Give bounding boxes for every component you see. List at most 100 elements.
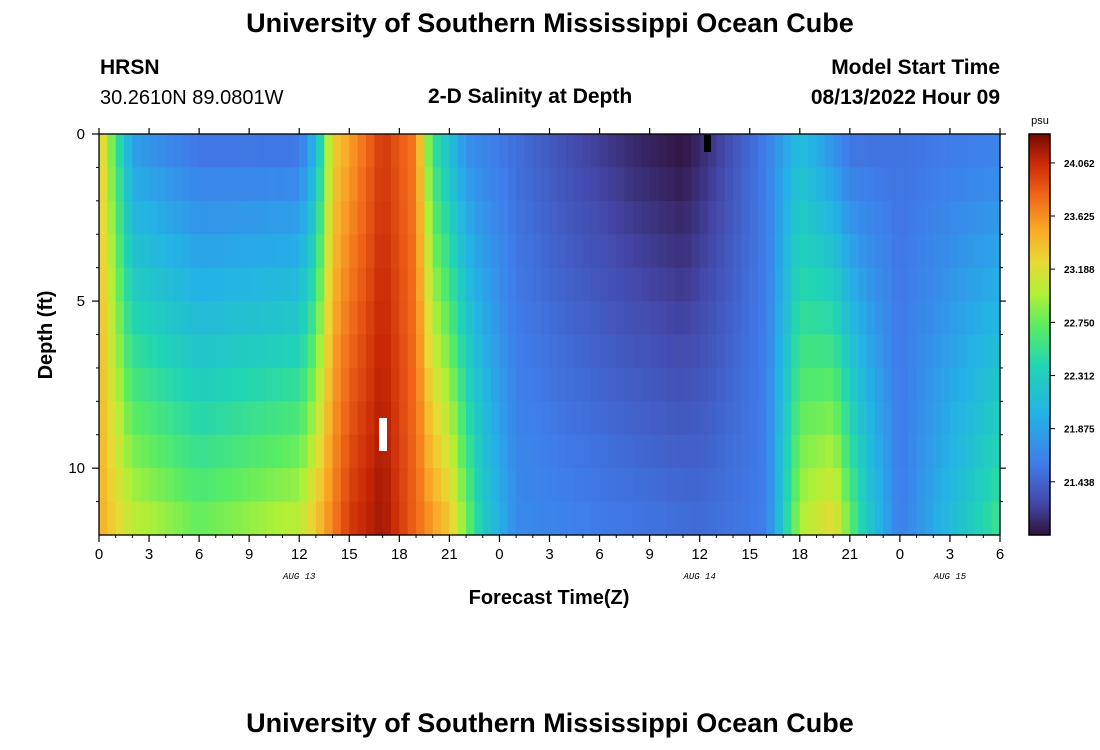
heatmap-cell [324, 401, 334, 436]
heatmap-cell [315, 401, 325, 436]
heatmap-cell [691, 434, 701, 469]
heatmap-cell [607, 167, 617, 202]
heatmap-cell [674, 367, 684, 402]
heatmap-cell [674, 301, 684, 336]
heatmap-cell [816, 468, 826, 503]
heatmap-cell [833, 468, 843, 503]
heatmap-cell [99, 468, 108, 503]
heatmap-cell [382, 301, 392, 336]
heatmap-cell [382, 334, 392, 369]
heatmap-cell [507, 468, 517, 503]
heatmap-cell [307, 134, 317, 169]
heatmap-cell [741, 401, 751, 436]
heatmap-cell [190, 134, 200, 169]
heatmap-cell [365, 434, 375, 469]
heatmap-cell [441, 434, 450, 469]
heatmap-cell [290, 501, 300, 536]
heatmap-cell [607, 334, 617, 369]
x-axis-label: Forecast Time(Z) [469, 587, 630, 609]
heatmap-cell [157, 167, 167, 202]
heatmap-cell [632, 134, 642, 169]
heatmap-cell [124, 301, 133, 336]
heatmap-cell [407, 401, 417, 436]
heatmap-cell [641, 434, 651, 469]
heatmap-cell [716, 301, 726, 336]
heatmap-cell [299, 234, 309, 269]
heatmap-cell [99, 200, 108, 235]
heatmap-cell [224, 501, 234, 536]
heatmap-cell [482, 234, 492, 269]
heatmap-cell [624, 267, 634, 302]
heatmap-cell [899, 234, 909, 269]
heatmap-cell [390, 234, 400, 269]
heatmap-cell [691, 367, 701, 402]
heatmap-cell [416, 301, 425, 336]
x-tick-label: 0 [95, 546, 103, 563]
heatmap-cell [716, 434, 726, 469]
heatmap-cell [457, 334, 467, 369]
colorbar-tick-label: 21.438 [1064, 478, 1095, 489]
heatmap-cell [616, 367, 626, 402]
heatmap-cell [349, 501, 359, 536]
heatmap-cell [966, 301, 976, 336]
heatmap-cell [724, 200, 734, 235]
heatmap-cell [783, 468, 793, 503]
date-label: AUG 15 [933, 572, 967, 582]
heatmap-cell [983, 468, 993, 503]
heatmap-cell [382, 234, 392, 269]
heatmap-cell [741, 234, 751, 269]
heatmap-cell [716, 367, 726, 402]
heatmap-cell [841, 501, 851, 536]
heatmap-cell [991, 301, 1001, 336]
heatmap-cell [941, 167, 951, 202]
heatmap-cell [866, 434, 876, 469]
heatmap-cell [824, 367, 834, 402]
heatmap-cell [883, 501, 893, 536]
heatmap-cell [407, 234, 417, 269]
heatmap-cell [591, 167, 601, 202]
heatmap-cell [449, 367, 459, 402]
heatmap-cell [949, 334, 959, 369]
heatmap-cell [107, 334, 117, 369]
heatmap-cell [274, 134, 284, 169]
heatmap-cell [332, 200, 342, 235]
heatmap-cell [674, 501, 684, 536]
heatmap-cell [624, 301, 634, 336]
heatmap-cell [357, 200, 367, 235]
heatmap-cell [708, 434, 717, 469]
heatmap-cell [432, 401, 442, 436]
heatmap-cell [566, 167, 576, 202]
heatmap-cell [657, 167, 667, 202]
heatmap-cell [791, 234, 801, 269]
heatmap-cell [649, 134, 659, 169]
heatmap-cell [791, 434, 801, 469]
heatmap-cell [365, 200, 375, 235]
station-id: HRSN [100, 56, 160, 79]
heatmap-cell [324, 167, 334, 202]
heatmap-cell [691, 334, 701, 369]
heatmap-cell [941, 134, 951, 169]
x-tick-label: 3 [946, 546, 954, 563]
heatmap-cell [699, 167, 709, 202]
heatmap-cell [574, 334, 584, 369]
heatmap-cell [507, 501, 517, 536]
heatmap-cell [858, 134, 868, 169]
heatmap-cell [708, 134, 717, 169]
heatmap-cell [299, 334, 309, 369]
heatmap-cell [883, 468, 893, 503]
heatmap-cell [232, 468, 242, 503]
heatmap-cell [224, 401, 234, 436]
heatmap-cell [249, 200, 259, 235]
heatmap-cell [974, 234, 984, 269]
heatmap-cell [199, 234, 209, 269]
heatmap-cell [657, 234, 667, 269]
heatmap-cell [190, 334, 200, 369]
heatmap-cell [290, 200, 300, 235]
heatmap-cell [916, 167, 926, 202]
heatmap-cell [115, 501, 125, 536]
heatmap-cell [874, 434, 884, 469]
heatmap-cell [841, 301, 851, 336]
heatmap-cell [549, 134, 559, 169]
heatmap-cell [816, 167, 826, 202]
heatmap-cell [232, 200, 242, 235]
